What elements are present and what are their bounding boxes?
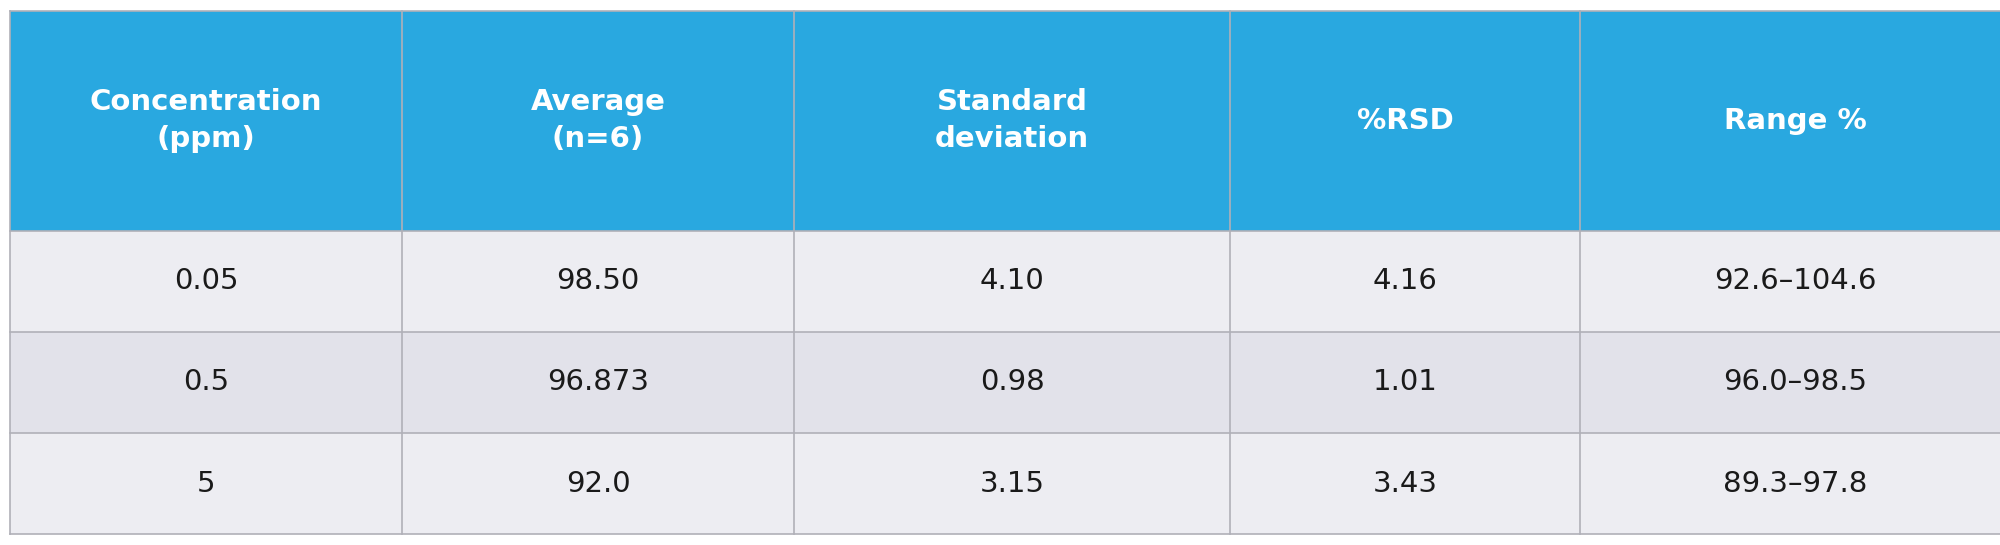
Bar [1580, 231, 2000, 332]
Text: Standard
deviation: Standard deviation [934, 88, 1090, 153]
Bar [1230, 231, 1580, 332]
Text: 0.5: 0.5 [182, 368, 230, 396]
Text: 3.43: 3.43 [1372, 470, 1438, 498]
Bar [10, 332, 402, 433]
Text: 89.3–97.8: 89.3–97.8 [1722, 470, 1868, 498]
Bar [1230, 433, 1580, 534]
Text: Concentration
(ppm): Concentration (ppm) [90, 88, 322, 153]
Bar [1580, 332, 2000, 433]
Text: 4.16: 4.16 [1372, 267, 1438, 295]
Text: %RSD: %RSD [1356, 107, 1454, 135]
Text: 92.0: 92.0 [566, 470, 630, 498]
Bar [794, 332, 1230, 433]
Bar [794, 231, 1230, 332]
Text: 96.873: 96.873 [548, 368, 650, 396]
Bar [402, 433, 794, 534]
Text: 1.01: 1.01 [1372, 368, 1438, 396]
Text: 3.15: 3.15 [980, 470, 1044, 498]
Text: 92.6–104.6: 92.6–104.6 [1714, 267, 1876, 295]
Text: Range %: Range % [1724, 107, 1866, 135]
Text: 4.10: 4.10 [980, 267, 1044, 295]
Bar [1230, 11, 1580, 231]
Bar [402, 231, 794, 332]
Bar [10, 11, 402, 231]
Text: 0.98: 0.98 [980, 368, 1044, 396]
Bar [1580, 11, 2000, 231]
Text: 98.50: 98.50 [556, 267, 640, 295]
Bar [1230, 332, 1580, 433]
Bar [10, 433, 402, 534]
Text: 96.0–98.5: 96.0–98.5 [1724, 368, 1868, 396]
Bar [794, 433, 1230, 534]
Bar [10, 231, 402, 332]
Text: Average
(n=6): Average (n=6) [530, 88, 666, 153]
Bar [794, 11, 1230, 231]
Text: 5: 5 [196, 470, 216, 498]
Bar [402, 11, 794, 231]
Bar [1580, 433, 2000, 534]
Text: 0.05: 0.05 [174, 267, 238, 295]
Bar [402, 332, 794, 433]
